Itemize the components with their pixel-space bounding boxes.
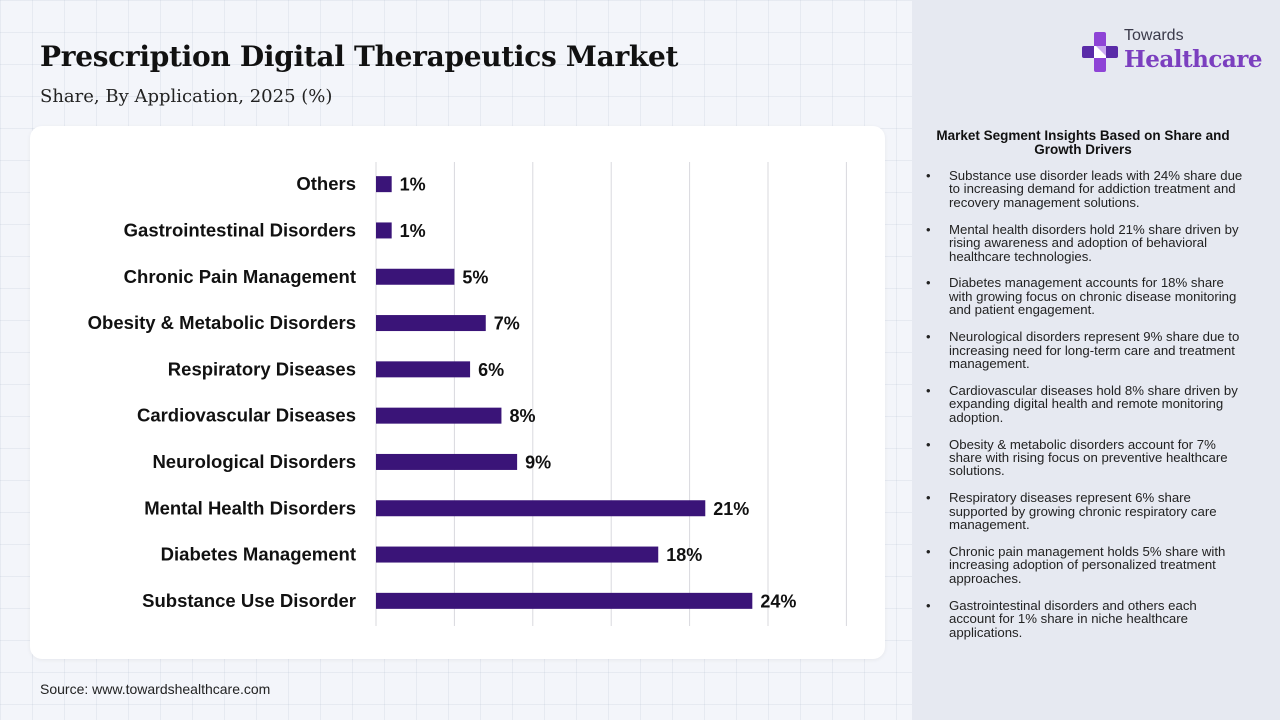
category-label: Diabetes Management — [161, 544, 356, 565]
value-label: 5% — [462, 267, 488, 287]
category-label: Obesity & Metabolic Disorders — [88, 312, 356, 333]
brand-logo: Towards Healthcare — [1080, 26, 1263, 82]
value-label: 7% — [494, 314, 520, 334]
value-label: 6% — [478, 360, 504, 380]
bar — [376, 315, 486, 332]
category-label: Cardiovascular Diseases — [137, 405, 356, 426]
insight-item: Substance use disorder leads with 24% sh… — [926, 169, 1246, 209]
value-label: 18% — [666, 545, 702, 565]
bar — [376, 500, 706, 517]
bar-chart: Others 1% Gastrointestinal Disorders 1% Chro… — [88, 162, 847, 626]
insights-title: Market Segment Insights Based on Share a… — [936, 128, 1230, 157]
category-label: Respiratory Diseases — [168, 358, 356, 379]
bar — [376, 268, 455, 285]
insight-item: Diabetes management accounts for 18% sha… — [926, 276, 1246, 316]
category-label: Neurological Disorders — [152, 451, 356, 472]
bar — [376, 222, 392, 239]
insight-item: Mental health disorders hold 21% share d… — [926, 222, 1246, 263]
insight-item: Gastrointestinal disorders and others ea… — [926, 599, 1246, 639]
value-label: 9% — [525, 452, 551, 472]
bar — [376, 546, 659, 563]
bar — [376, 176, 392, 193]
logo-text-small: Towards — [1124, 27, 1184, 44]
insight-item: Obesity & metabolic disorders account fo… — [926, 437, 1246, 478]
insight-item: Cardiovascular diseases hold 8% share dr… — [926, 384, 1246, 424]
category-label: Substance Use Disorder — [142, 590, 356, 611]
medical-cross-icon — [1082, 32, 1118, 72]
chart-card: Others 1% Gastrointestinal Disorders 1% Chro… — [30, 126, 885, 659]
source-text: Source: www.towardshealthcare.com — [40, 681, 271, 697]
insights-list: Substance use disorder leads with 24% sh… — [926, 169, 1246, 652]
category-label: Others — [296, 173, 356, 194]
insight-item: Chronic pain management holds 5% share w… — [926, 545, 1246, 585]
insight-item: Respiratory diseases represent 6% share … — [926, 491, 1246, 531]
page-subtitle: Share, By Application, 2025 (%) — [40, 86, 333, 107]
value-label: 1% — [400, 221, 426, 241]
category-label: Gastrointestinal Disorders — [124, 219, 356, 240]
bar — [376, 453, 518, 470]
bar — [376, 592, 753, 609]
insight-item: Neurological disorders represent 9% shar… — [926, 330, 1246, 370]
value-label: 8% — [509, 406, 535, 426]
bar — [376, 361, 471, 378]
page-title: Prescription Digital Therapeutics Market — [40, 40, 679, 73]
logo-text-big: Healthcare — [1124, 46, 1263, 73]
category-label: Chronic Pain Management — [124, 266, 356, 287]
value-label: 21% — [713, 499, 749, 519]
value-label: 24% — [760, 591, 796, 611]
bar — [376, 407, 502, 424]
category-label: Mental Health Disorders — [144, 497, 356, 518]
value-label: 1% — [400, 175, 426, 195]
